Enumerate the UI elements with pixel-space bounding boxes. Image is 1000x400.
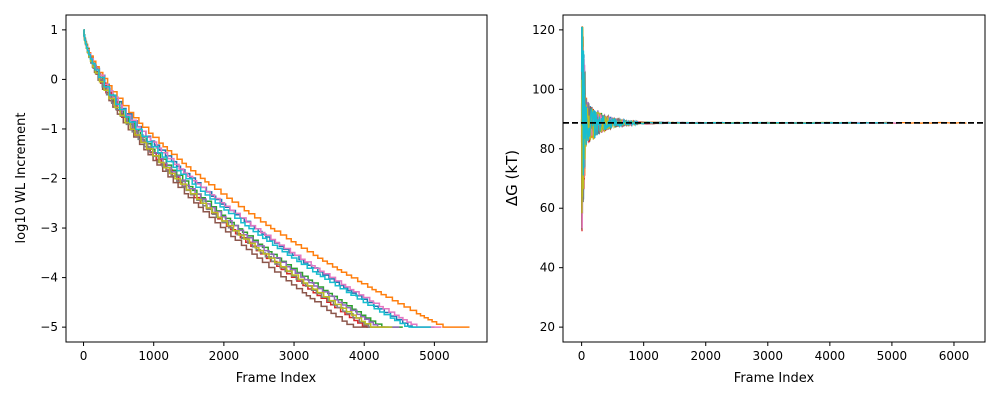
delta-g-y-axis-label: ΔG (kT) [503,150,521,206]
wl-increment-y-tick-label: −5 [40,320,58,334]
wl-increment-series-line [83,29,393,328]
wl-increment-y-tick-label: −1 [40,122,58,136]
delta-g-series-line [580,39,865,178]
delta-g-x-axis-label: Frame Index [734,371,815,386]
delta-g-y-tick-label: 20 [540,320,555,334]
wl-increment-x-tick-label: 3000 [279,349,310,363]
delta-g-y-tick-label: 40 [540,261,555,275]
delta-g-y-tick-label: 60 [540,201,555,215]
wl-increment-y-tick-label: 0 [50,72,58,86]
delta-g-x-tick-label: 4000 [815,349,846,363]
wl-increment-chart: 0 1000 2000 3000 4000 5000 1 0 −1 −2 −3 −4 −5 Frame… [14,14,488,386]
delta-g-series-line [580,26,893,200]
wl-increment-y-axis-label: log10 WL Increment [14,113,29,244]
wl-increment-y-tick-label: −3 [40,221,58,235]
wl-increment-y-ticks: 1 0 −1 −2 −3 −4 −5 [40,23,66,334]
delta-g-series-line [580,26,853,203]
wl-increment-x-tick-label: 4000 [349,349,380,363]
wl-increment-y-tick-label: −2 [40,172,58,186]
wl-increment-series-group [83,29,470,328]
wl-increment-series-line [83,29,403,328]
wl-increment-x-tick-label: 1000 [138,349,169,363]
wl-increment-x-axis-label: Frame Index [236,371,317,386]
delta-g-y-tick-label: 100 [532,82,555,96]
delta-g-y-tick-label: 120 [532,23,555,37]
wl-increment-x-tick-label: 2000 [209,349,240,363]
wl-increment-series-line [83,29,431,328]
wl-increment-series-line [83,29,435,328]
wl-increment-y-tick-label: −4 [40,271,58,285]
delta-g-x-tick-label: 1000 [628,349,659,363]
delta-g-x-ticks: 0 1000 2000 3000 4000 5000 6000 [578,342,969,363]
delta-g-x-tick-label: 2000 [690,349,721,363]
delta-g-series-line [580,26,967,180]
wl-increment-series-line [83,29,389,328]
wl-increment-y-tick-label: 1 [50,23,58,37]
delta-g-x-tick-label: 5000 [877,349,908,363]
delta-g-series-line [580,26,849,232]
wl-increment-x-tick-label: 5000 [419,349,450,363]
wl-increment-series-line [83,29,372,328]
delta-g-y-ticks: 20 40 60 80 100 120 [532,23,563,334]
delta-g-x-tick-label: 6000 [939,349,970,363]
delta-g-series-group [580,26,967,232]
wl-increment-series-line [83,29,442,328]
delta-g-x-tick-label: 0 [578,349,586,363]
delta-g-series-line [580,26,889,176]
wl-increment-plot-frame [65,14,488,343]
wl-increment-x-tick-label: 0 [80,349,88,363]
wl-increment-series-line [83,29,470,328]
delta-g-series-line [580,36,837,230]
delta-g-series-line [580,26,899,229]
delta-g-x-tick-label: 3000 [753,349,784,363]
wl-increment-x-ticks: 0 1000 2000 3000 4000 5000 [80,342,450,363]
delta-g-chart: 0 1000 2000 3000 4000 5000 6000 20 40 60 80 100 120… [503,14,986,386]
delta-g-plot-frame [562,14,986,343]
delta-g-y-tick-label: 80 [540,142,555,156]
wl-increment-series-line [83,29,400,328]
